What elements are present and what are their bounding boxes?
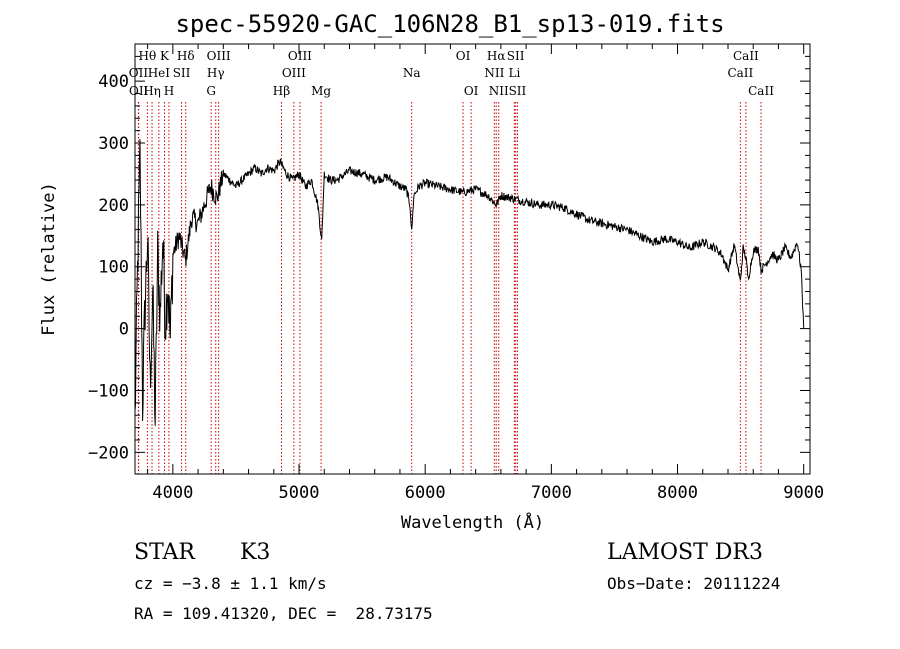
- y-tick-label: 0: [119, 320, 129, 340]
- spectral-line-label: OI: [456, 49, 471, 63]
- y-axis-label: Flux (relative): [39, 182, 59, 336]
- spectral-line-label: OIII: [288, 49, 312, 63]
- x-tick-label: 8000: [657, 483, 698, 503]
- spectral-line-label: OIII: [207, 49, 231, 63]
- spectral-line-label: Mg: [311, 84, 331, 98]
- spectral-line-label: SII: [173, 66, 191, 80]
- y-tick-label: 300: [98, 134, 129, 154]
- object-subclass: K3: [240, 540, 271, 565]
- spectral-line-label: Na: [403, 66, 421, 80]
- axes-layer: 4000 5000 6000 7000 8000 9000 −200 −100 0 100 200 3…: [88, 44, 824, 503]
- redshift-text: cz = −3.8 ± 1.1 km/s: [134, 574, 327, 593]
- spectral-line-label: CaII: [727, 66, 753, 80]
- spectral-line-label: OII: [129, 66, 149, 80]
- x-tick-label: 5000: [279, 483, 320, 503]
- spectral-line-label: CaII: [748, 84, 774, 98]
- spectral-line-label: CaII: [733, 49, 759, 63]
- series-layer: [134, 139, 805, 426]
- y-tick-label: 200: [98, 196, 129, 216]
- y-tick-label: 100: [98, 258, 129, 278]
- spectral-line-label: Li: [508, 66, 520, 80]
- x-tick-label: 7000: [531, 483, 572, 503]
- spectral-line-label: Hη: [143, 84, 161, 98]
- spectral-line-label: G: [206, 84, 216, 98]
- y-tick-label: −100: [88, 381, 129, 401]
- spectral-line-label: Hγ: [207, 66, 225, 80]
- y-tick-label: −200: [88, 443, 129, 463]
- spectral-line-label: Hβ: [273, 84, 290, 98]
- spectral-line-label: Hθ: [139, 49, 157, 63]
- survey-name: LAMOST DR3: [607, 540, 763, 565]
- x-axis-label: Wavelength (Å): [401, 511, 544, 533]
- plot-frame: [134, 43, 811, 475]
- chart-title: spec-55920-GAC_106N28_B1_sp13-019.fits: [175, 10, 725, 38]
- x-tick-label: 6000: [405, 483, 446, 503]
- spectrum-line: [134, 139, 805, 426]
- spectral-line-label: NII: [489, 84, 509, 98]
- y-tick-label: 400: [98, 72, 129, 92]
- spectral-line-label: OIII: [282, 66, 306, 80]
- object-class: STAR: [134, 540, 195, 565]
- spectral-line-label: OI: [464, 84, 479, 98]
- x-tick-label: 9000: [783, 483, 824, 503]
- spectral-line-label: SII: [509, 84, 527, 98]
- spectral-line-label: OII: [129, 84, 149, 98]
- coordinates-text: RA = 109.41320, DEC = 28.73175: [134, 604, 433, 623]
- spectral-line-label: K: [160, 49, 170, 63]
- spectral-line-label: SII: [507, 49, 525, 63]
- obs-date: Obs−Date: 20111224: [607, 574, 781, 593]
- spectral-line-label: Hα: [487, 49, 506, 63]
- x-tick-label: 4000: [152, 483, 193, 503]
- spectral-line-label: HeI: [148, 66, 171, 80]
- spectral-line-label: Hδ: [177, 49, 195, 63]
- spectral-line-label: NII: [484, 66, 504, 80]
- spectral-line-label: H: [164, 84, 174, 98]
